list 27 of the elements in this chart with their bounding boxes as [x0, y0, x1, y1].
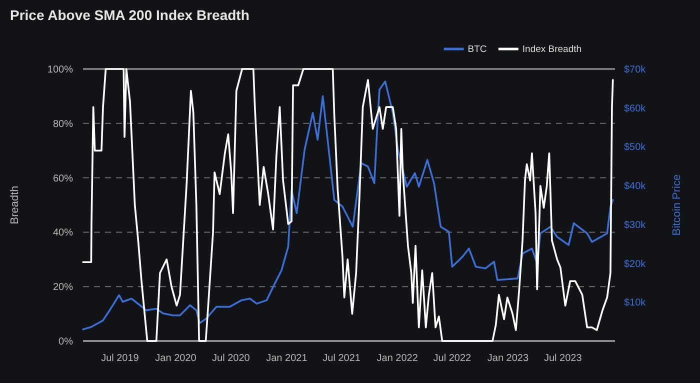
x-tick-label: Jul 2020	[212, 353, 250, 364]
y-tick-label: 100%	[47, 64, 74, 76]
x-tick-label: Jan 2021	[266, 353, 308, 364]
legend-label: Index Breadth	[522, 44, 582, 55]
y2-tick-label: $50k	[624, 142, 647, 154]
y2-axis-title: Bitcoin Price	[671, 174, 683, 236]
x-tick-label: Jul 2022	[433, 353, 472, 364]
y-tick-label: 40%	[52, 228, 74, 239]
y2-tick-label: $60k	[624, 103, 647, 114]
y2-tick-label: $20k	[624, 258, 647, 270]
x-tick-label: Jul 2019	[101, 353, 140, 364]
x-tick-label: Jan 2022	[376, 353, 418, 364]
chart-title: Price Above SMA 200 Index Breadth	[10, 7, 250, 23]
y2-tick-label: $70k	[624, 64, 647, 76]
x-tick-label: Jan 2020	[155, 353, 197, 364]
y2-tick-label: $40k	[624, 181, 647, 192]
y-tick-label: 20%	[52, 282, 74, 294]
x-tick-label: Jan 2023	[487, 353, 529, 364]
y-tick-label: 0%	[58, 336, 74, 348]
y2-tick-label: $10k	[624, 298, 647, 309]
x-tick-label: Jul 2021	[322, 353, 361, 364]
y-tick-label: 80%	[52, 118, 74, 130]
x-tick-label: Jul 2023	[544, 353, 582, 364]
y-tick-label: 60%	[52, 173, 74, 184]
y2-tick-label: $30k	[624, 220, 647, 231]
legend-label: BTC	[468, 44, 487, 55]
y-axis-title: Breadth	[9, 186, 21, 224]
